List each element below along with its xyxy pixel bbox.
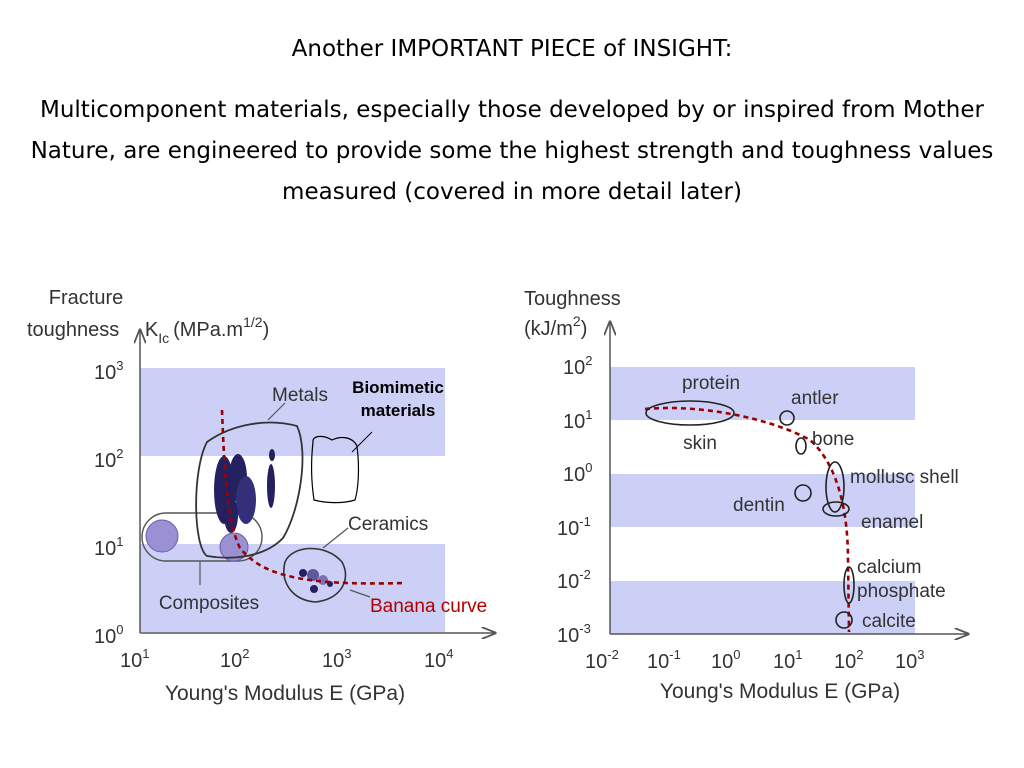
ceramics-leader <box>322 527 349 549</box>
metals-label: Metals <box>272 385 328 406</box>
x-axis-title: Young's Modulus E (GPa) <box>660 680 900 703</box>
ceramic-blob <box>310 585 318 593</box>
x-tick-label: 102 <box>834 647 863 673</box>
calcium-phosphate-marker <box>843 566 855 604</box>
slide-title: Another IMPORTANT PIECE of INSIGHT: <box>291 36 733 62</box>
y-tick-label: 10-3 <box>557 621 591 647</box>
band <box>610 367 915 420</box>
metals-region <box>195 421 304 559</box>
mollusc-shell-marker <box>825 461 845 513</box>
y-tick-label: 101 <box>94 534 123 560</box>
antler-label: antler <box>791 388 839 409</box>
banana-leader <box>349 589 371 598</box>
x-tick-label: 103 <box>322 646 351 672</box>
mollusc-shell-label: mollusc shell <box>850 467 959 488</box>
antler-marker <box>779 410 795 426</box>
y-tick-label: 102 <box>94 446 123 472</box>
composites-region <box>141 512 263 562</box>
biomimetic-region <box>311 435 360 504</box>
biomimetic-label: Biomimetic <box>352 378 444 397</box>
dentin-label: dentin <box>733 495 785 516</box>
y-tick-label: 100 <box>94 622 123 648</box>
x-tick-label: 101 <box>773 647 802 673</box>
biomimetic-label: materials <box>361 401 436 420</box>
band <box>610 474 915 527</box>
dentin-marker <box>794 484 812 502</box>
y-axis-title: Fracture <box>49 287 123 309</box>
y-tick-label: 102 <box>563 353 592 379</box>
ceramics-label: Ceramics <box>348 514 428 535</box>
x-axis-title: Young's Modulus E (GPa) <box>165 682 405 705</box>
x-tick-label: 101 <box>120 646 149 672</box>
x-tick-label: 100 <box>711 647 740 673</box>
composite-blob <box>219 532 249 562</box>
biomimetic-leader <box>351 431 373 453</box>
bone-marker <box>795 437 807 455</box>
skin-label: skin <box>683 433 717 454</box>
protein-label: protein <box>682 373 740 394</box>
y-axis-title: Toughness <box>524 288 621 310</box>
band <box>610 581 915 634</box>
bone-label: bone <box>812 429 854 450</box>
metals-leader <box>267 402 286 421</box>
ceramic-blob <box>299 569 307 577</box>
x-tick-label: 102 <box>220 646 249 672</box>
metal-blob <box>224 497 238 533</box>
band <box>140 544 445 632</box>
y-tick-label: 100 <box>563 460 592 486</box>
composites-label: Composites <box>159 593 259 614</box>
enamel-marker <box>822 501 850 517</box>
y-tick-label: 103 <box>94 358 123 384</box>
calcium-label: calcium <box>857 557 921 578</box>
left-chart: Fracture toughness KIc (MPa.m1/2) 103 102… <box>27 287 495 705</box>
band <box>140 368 445 456</box>
x-tick-label: 10-2 <box>585 647 619 673</box>
protein-skin-marker <box>645 400 735 426</box>
slide-body-text: Multicomponent materials, especially tho… <box>30 97 994 205</box>
y-tick-label: 10-1 <box>557 514 591 540</box>
ceramic-blob <box>307 569 319 581</box>
x-tick-label: 10-1 <box>647 647 681 673</box>
x-tick-label: 104 <box>424 646 453 672</box>
enamel-label: enamel <box>861 512 923 533</box>
trend-curve <box>644 406 851 633</box>
y-tick-label: 101 <box>563 407 592 433</box>
metal-blob <box>269 449 275 461</box>
y-axis-title: toughness KIc (MPa.m1/2) <box>27 314 269 346</box>
phosphate-label: phosphate <box>857 581 946 602</box>
y-axis-title: (kJ/m2) <box>524 313 587 340</box>
right-chart: Toughness (kJ/m2) 102 101 100 10-1 10-2 … <box>524 288 968 703</box>
calcite-marker <box>835 611 853 629</box>
calcite-label: calcite <box>862 611 916 632</box>
y-tick-label: 10-2 <box>557 567 591 593</box>
ceramics-region <box>283 547 347 603</box>
composite-blob <box>145 519 179 553</box>
metal-blob <box>236 476 256 524</box>
metal-blob <box>267 464 275 508</box>
x-tick-label: 103 <box>895 647 924 673</box>
banana-curve-label: Banana curve <box>370 596 487 617</box>
banana-curve <box>220 409 406 585</box>
